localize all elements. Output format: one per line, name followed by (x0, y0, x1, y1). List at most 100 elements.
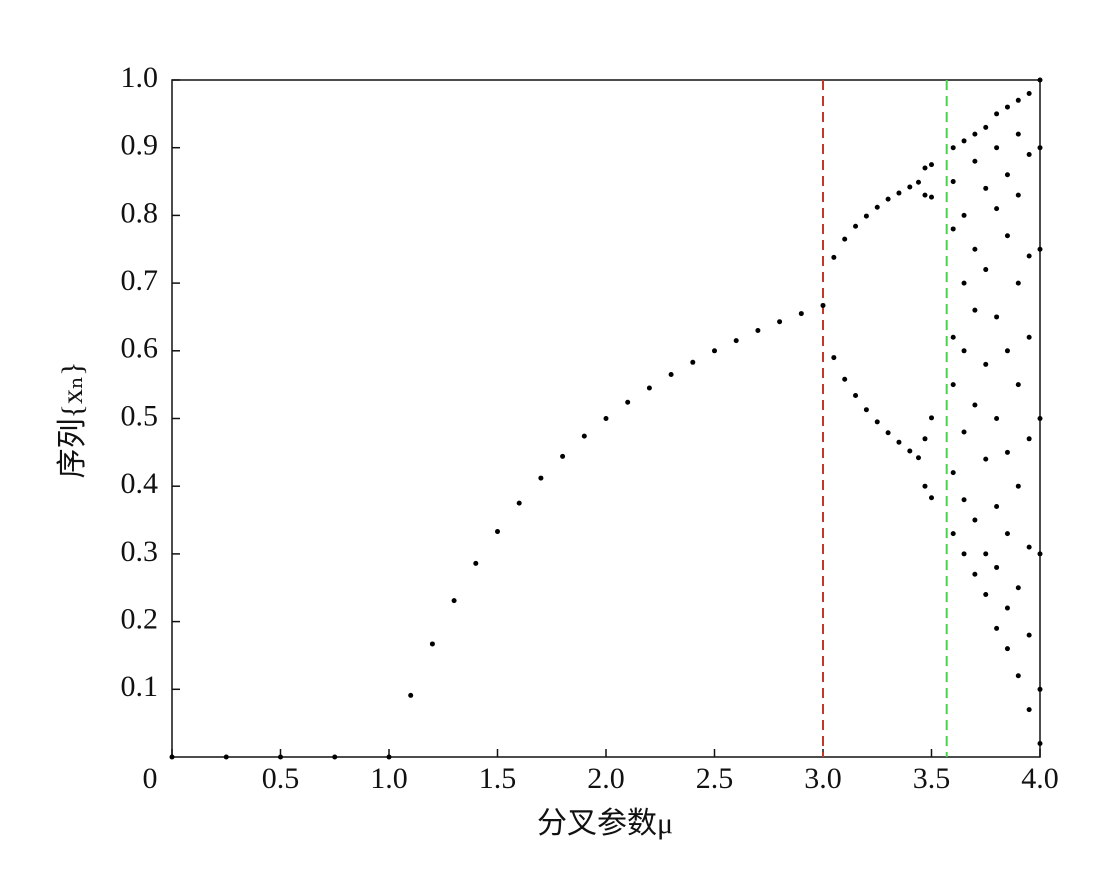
point (994, 416, 1000, 421)
point (1004, 646, 1010, 652)
point (1037, 246, 1043, 252)
point (1026, 632, 1032, 638)
point (451, 598, 457, 604)
point (1004, 233, 1010, 239)
point (972, 402, 978, 408)
point (961, 348, 967, 354)
point (896, 439, 902, 445)
y-tick-label: 0.6 (121, 332, 159, 365)
point (646, 385, 652, 391)
x-tick-label: 0 (143, 762, 158, 795)
point (755, 327, 761, 333)
point (516, 500, 522, 506)
point (972, 571, 978, 577)
point (690, 359, 696, 365)
point (896, 190, 902, 196)
point (922, 436, 928, 442)
point (429, 641, 435, 647)
point (1004, 605, 1010, 611)
y-tick-label: 0.7 (121, 264, 159, 297)
point (1015, 280, 1021, 286)
point (1026, 91, 1032, 97)
point (853, 223, 859, 229)
y-axis-label: 序列{xₙ} (56, 362, 89, 479)
point (874, 419, 880, 425)
point (929, 495, 934, 501)
point (994, 145, 1000, 151)
point (922, 483, 928, 489)
point (1037, 551, 1043, 557)
point (1037, 686, 1043, 692)
point (831, 254, 837, 260)
point (1015, 131, 1021, 137)
point (625, 399, 631, 405)
point (972, 246, 978, 252)
point (972, 131, 978, 137)
point (922, 192, 928, 198)
y-tick-label: 0.5 (121, 399, 159, 432)
point (961, 212, 967, 218)
point (495, 529, 500, 535)
point (961, 551, 967, 557)
point (473, 560, 479, 566)
y-tick-label: 0.9 (121, 129, 159, 162)
point (994, 314, 1000, 320)
point (983, 592, 989, 598)
point (885, 196, 891, 202)
point (798, 311, 804, 317)
point (929, 415, 934, 421)
point (1015, 673, 1021, 679)
point (972, 307, 978, 313)
x-tick-label: 0.5 (262, 762, 300, 795)
point (1004, 348, 1010, 354)
point (1037, 740, 1043, 746)
point (1015, 192, 1021, 198)
point (733, 338, 739, 344)
y-tick-label: 0.1 (121, 670, 159, 703)
point (169, 754, 175, 760)
point (1037, 416, 1043, 421)
point (668, 371, 674, 377)
point (538, 475, 544, 481)
point (223, 754, 229, 760)
point (929, 162, 934, 168)
point (1015, 97, 1021, 103)
point (712, 348, 717, 354)
point (863, 407, 869, 413)
point (560, 453, 566, 459)
point (777, 319, 783, 325)
point (1004, 104, 1010, 110)
point (994, 111, 1000, 117)
point (983, 551, 989, 557)
point (950, 470, 956, 476)
point (874, 204, 880, 210)
point (1026, 707, 1032, 713)
point (983, 456, 989, 462)
y-tick-label: 0.8 (121, 196, 159, 229)
point (994, 564, 1000, 570)
point (1015, 382, 1021, 388)
point (1026, 253, 1032, 259)
point (915, 179, 921, 185)
point (1026, 334, 1032, 340)
point (1037, 145, 1043, 151)
point (907, 448, 913, 454)
x-tick-label: 1.0 (370, 762, 408, 795)
point (1004, 172, 1010, 178)
point (994, 504, 1000, 510)
point (950, 179, 956, 185)
point (1004, 531, 1010, 537)
point (983, 361, 989, 367)
point (820, 302, 826, 308)
point (950, 145, 956, 151)
point (972, 158, 978, 164)
point (994, 625, 1000, 631)
point (1004, 449, 1010, 455)
point (950, 334, 956, 340)
point (1026, 436, 1032, 442)
point (961, 280, 967, 286)
point (863, 213, 869, 219)
point (853, 392, 859, 398)
point (1037, 77, 1043, 83)
